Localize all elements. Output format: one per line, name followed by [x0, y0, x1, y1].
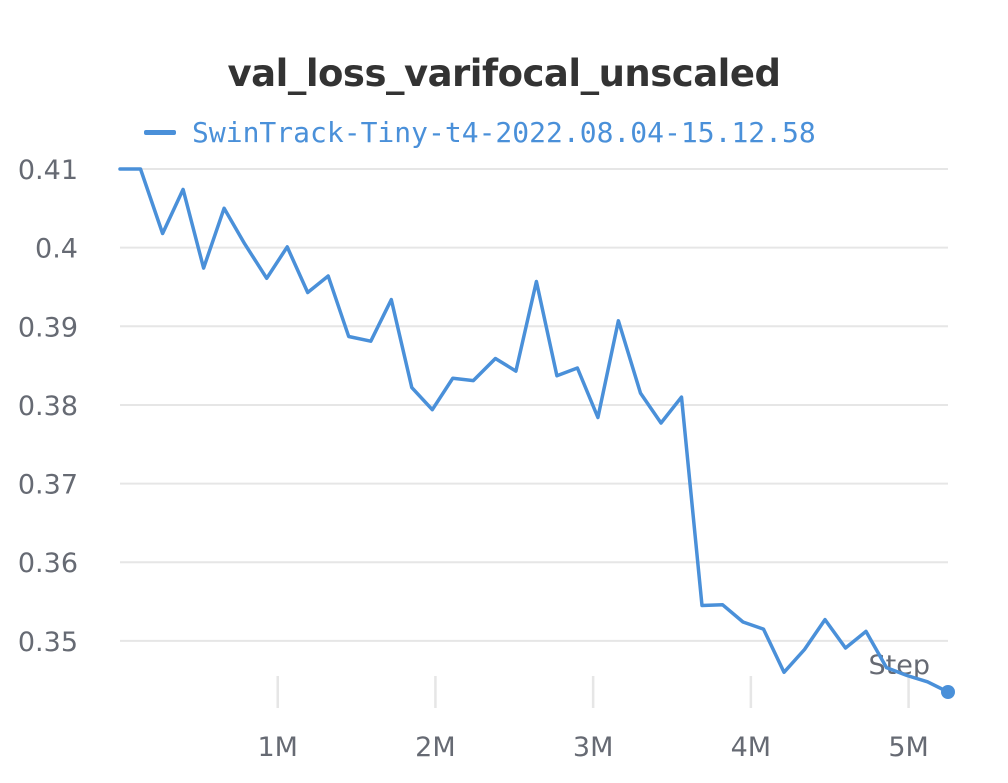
legend[interactable]: SwinTrack-Tiny-t4-2022.08.04-15.12.58 — [144, 112, 816, 152]
data-point — [864, 629, 868, 633]
data-point — [118, 167, 122, 171]
data-point — [181, 187, 185, 191]
data-point — [493, 357, 497, 361]
x-axis-labels: 1M 2M 3M 4M 5M — [257, 732, 928, 763]
data-point — [202, 266, 206, 270]
data-point — [925, 680, 929, 684]
data-point — [596, 416, 600, 420]
vertical-ticks — [276, 676, 910, 708]
horizontal-gridlines — [120, 168, 948, 642]
data-point — [616, 319, 620, 323]
data-point — [306, 290, 310, 294]
series-end-marker — [941, 685, 955, 699]
y-tick-label: 0.4 — [35, 234, 78, 265]
data-point — [369, 339, 373, 343]
data-point — [802, 648, 806, 652]
data-point — [534, 279, 538, 283]
data-point — [451, 376, 455, 380]
data-point — [720, 603, 724, 607]
data-point — [555, 374, 559, 378]
data-point — [514, 369, 518, 373]
y-tick-label: 0.35 — [18, 627, 78, 658]
data-point — [700, 603, 704, 607]
legend-label[interactable]: SwinTrack-Tiny-t4-2022.08.04-15.12.58 — [192, 115, 816, 149]
y-axis-labels: 0.35 0.36 0.37 0.38 0.39 0.4 0.41 — [18, 155, 78, 658]
x-tick-label: 1M — [257, 732, 297, 763]
x-tick-label: 5M — [888, 732, 928, 763]
series-group — [118, 167, 955, 699]
data-point — [741, 620, 745, 624]
data-point — [905, 673, 909, 677]
legend-swatch — [144, 129, 176, 135]
data-point — [638, 391, 642, 395]
data-point — [222, 206, 226, 210]
data-point — [389, 298, 393, 302]
data-point — [410, 386, 414, 390]
data-point — [139, 167, 143, 171]
y-tick-label: 0.37 — [18, 470, 78, 501]
data-point — [884, 666, 888, 670]
data-point — [285, 245, 289, 249]
data-point — [265, 276, 269, 280]
y-tick-label: 0.41 — [18, 155, 78, 186]
series-line[interactable] — [118, 167, 950, 694]
y-tick-label: 0.39 — [18, 312, 78, 343]
data-point — [430, 408, 434, 412]
data-point — [347, 335, 351, 339]
y-tick-label: 0.38 — [18, 391, 78, 422]
data-point — [161, 231, 165, 235]
data-point — [679, 395, 683, 399]
data-point — [843, 646, 847, 650]
data-point — [659, 421, 663, 425]
data-point — [243, 242, 247, 246]
x-tick-label: 2M — [415, 732, 455, 763]
data-point — [471, 379, 475, 383]
x-tick-label: 4M — [731, 732, 771, 763]
data-point — [761, 627, 765, 631]
data-point — [326, 274, 330, 278]
x-tick-label: 3M — [573, 732, 613, 763]
data-point — [823, 618, 827, 622]
y-tick-label: 0.36 — [18, 548, 78, 579]
data-point — [575, 366, 579, 370]
chart-title: val_loss_varifocal_unscaled — [227, 52, 781, 95]
data-point — [782, 670, 786, 674]
